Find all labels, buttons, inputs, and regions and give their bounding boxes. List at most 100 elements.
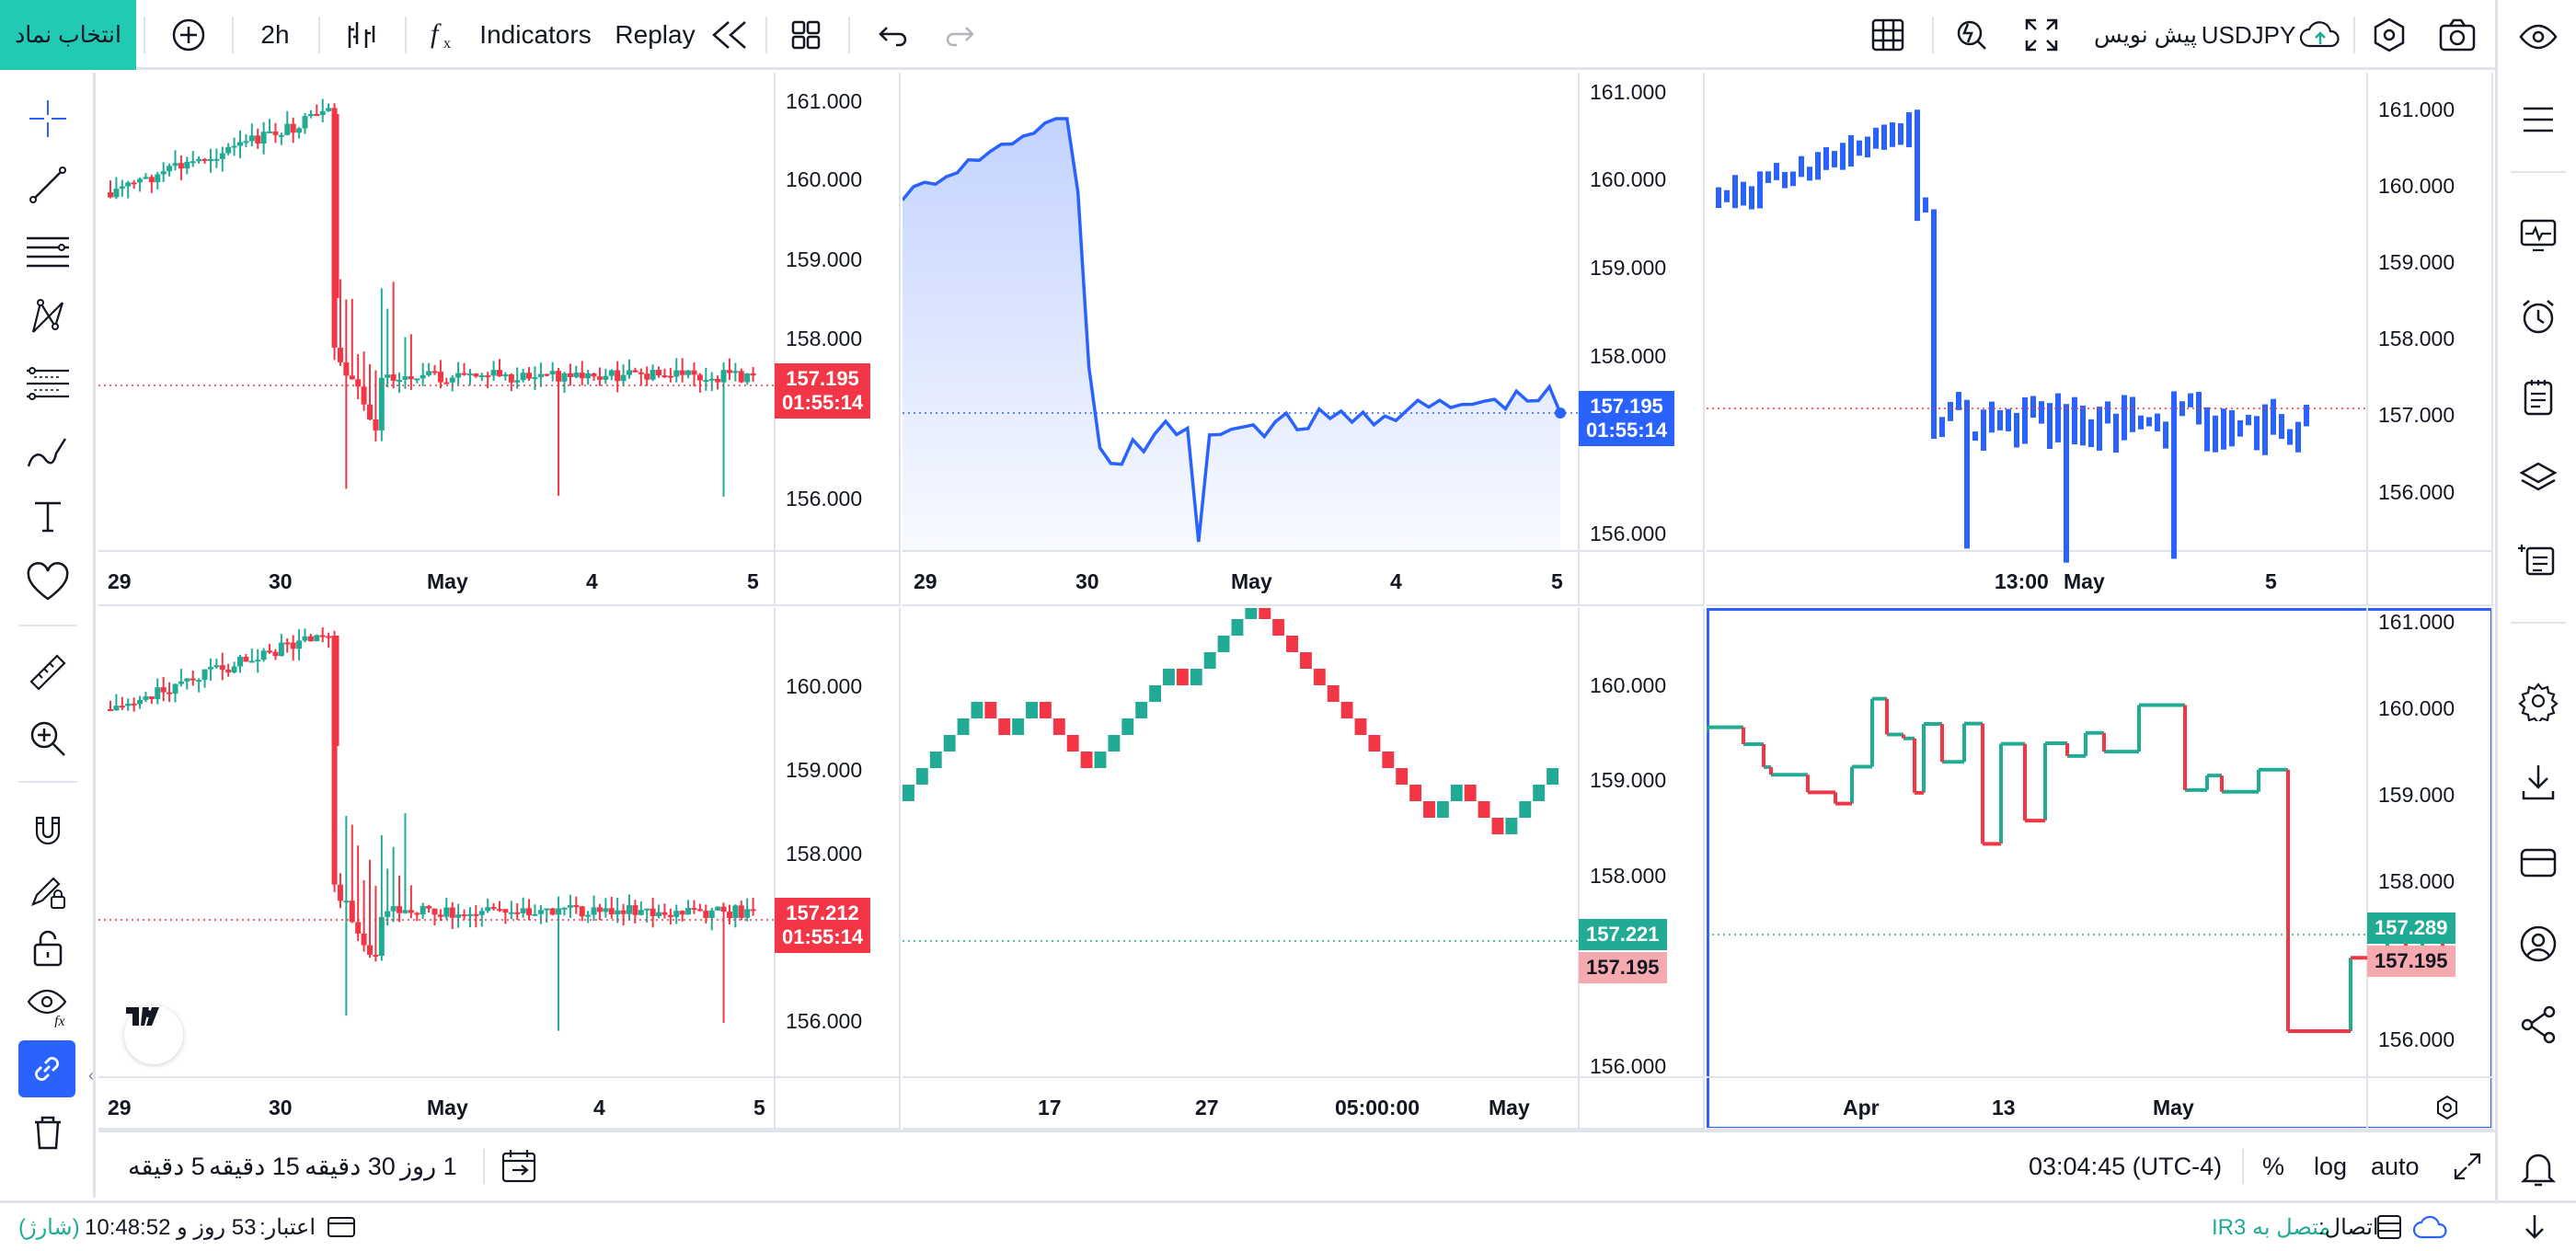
user-profile-icon[interactable] xyxy=(2511,916,2566,971)
fib-retracement-icon[interactable] xyxy=(18,356,77,411)
interval-button[interactable]: 2h xyxy=(260,20,290,49)
auto-toggle[interactable]: auto xyxy=(2371,1152,2420,1180)
range-30m[interactable]: 30 دقیقه xyxy=(305,1152,396,1180)
range-15m[interactable]: 15 دقیقه xyxy=(209,1152,300,1180)
last-price-tag: 157.289 xyxy=(2367,912,2455,944)
log-toggle[interactable]: log xyxy=(2314,1152,2348,1180)
trend-line-icon[interactable] xyxy=(18,157,77,212)
zoom-in-icon[interactable] xyxy=(18,711,77,766)
goto-date-icon[interactable] xyxy=(500,1132,540,1200)
heart-icon[interactable] xyxy=(18,555,77,610)
crosshair-icon[interactable] xyxy=(18,91,77,146)
collapse-toolbar-icon[interactable]: ‹ xyxy=(88,1066,94,1085)
expand-icon[interactable] xyxy=(2452,1132,2483,1200)
renko-brick xyxy=(1163,669,1175,685)
price-bar xyxy=(2014,412,2019,448)
renko-brick xyxy=(1149,685,1162,702)
alarm-clock-icon[interactable] xyxy=(2511,289,2566,344)
indicators-button[interactable]: Indicators xyxy=(479,20,592,49)
candle-body xyxy=(556,371,562,382)
unlock-icon[interactable] xyxy=(18,921,77,976)
add-note-icon[interactable] xyxy=(2511,532,2566,587)
redo-icon[interactable] xyxy=(937,0,984,70)
sync-drawings-link-icon[interactable] xyxy=(18,1040,75,1097)
menu-icon[interactable] xyxy=(2511,92,2566,147)
horizontal-lines-icon[interactable] xyxy=(18,224,77,279)
credit-charge-link[interactable]: (شارژ) xyxy=(18,1214,80,1240)
renko-brick xyxy=(1478,801,1490,818)
candle-body xyxy=(337,347,343,362)
kagi-down-line xyxy=(1742,698,2444,1033)
ruler-icon[interactable] xyxy=(18,645,77,700)
chart-pane-2[interactable]: 161.000 160.000 159.000 158.000 156.000 29 30 M… xyxy=(903,73,1705,606)
lock-drawing-icon[interactable] xyxy=(18,864,77,919)
candle-body xyxy=(108,192,113,198)
undo-icon[interactable] xyxy=(868,0,916,70)
brush-icon[interactable] xyxy=(18,422,77,477)
candle-body xyxy=(744,909,751,918)
candle-body xyxy=(579,906,585,917)
candle-body xyxy=(537,910,544,914)
chart-pane-6[interactable]: 161.000 160.000 159.000 158.000 156.000 Apr 13… xyxy=(1707,608,2493,1130)
range-5m[interactable]: 5 دقیقه xyxy=(128,1152,205,1180)
price-bar xyxy=(1906,112,1912,148)
hide-drawings-icon[interactable]: fx xyxy=(18,978,77,1033)
candle-body xyxy=(520,908,526,913)
share-icon[interactable] xyxy=(2511,997,2566,1052)
price-bar xyxy=(2080,405,2086,446)
add-symbol-icon[interactable] xyxy=(164,0,213,70)
chart-pane-1[interactable]: 161.000 160.000 159.000 158.000 156.000 29 30 M… xyxy=(98,73,901,606)
replay-button[interactable]: Replay xyxy=(615,20,696,49)
watchlist-eye-icon[interactable] xyxy=(2511,9,2566,64)
timezone-clock[interactable]: 03:04:45 (UTC-4) xyxy=(2029,1152,2223,1180)
pane-settings-icon[interactable] xyxy=(2433,1094,2461,1121)
notification-bell-icon[interactable] xyxy=(2511,1141,2566,1196)
candle-body xyxy=(750,373,756,376)
chart-type-icon[interactable] xyxy=(335,0,386,70)
cloud-save-icon[interactable] xyxy=(2293,0,2348,70)
candle-body xyxy=(225,669,232,673)
renko-brick xyxy=(1491,818,1504,834)
card-payment-icon[interactable] xyxy=(2511,835,2566,890)
chart-pane-4[interactable]: 160.000 159.000 158.000 156.000 29 30 May 4 5 157… xyxy=(98,608,901,1130)
fullscreen-icon[interactable] xyxy=(2015,0,2068,70)
candle-body xyxy=(490,370,497,376)
chart-pane-3[interactable]: 161.000 160.000 159.000 158.000 157.000 156.0… xyxy=(1707,73,2493,606)
pattern-icon[interactable] xyxy=(18,290,77,345)
download-icon[interactable] xyxy=(2511,754,2566,809)
price-bar xyxy=(2047,403,2053,450)
settings-gear-icon[interactable] xyxy=(2511,673,2566,729)
settings-hexagon-icon[interactable] xyxy=(2363,0,2416,70)
replay-rewind-icon[interactable] xyxy=(703,0,758,70)
price-bar xyxy=(1981,409,1986,452)
candle-body xyxy=(466,373,473,376)
notes-icon[interactable] xyxy=(2511,370,2566,425)
snapshot-camera-icon[interactable] xyxy=(2431,0,2484,70)
symbol-name[interactable]: USDJPY xyxy=(2201,20,2296,49)
renko-brick xyxy=(1039,702,1052,718)
text-tool-icon[interactable] xyxy=(18,488,77,544)
chart-pane-5[interactable]: 160.000 159.000 158.000 156.000 17 27 05:00:00… xyxy=(903,608,1705,1130)
monitor-pulse-icon[interactable] xyxy=(2511,208,2566,263)
layout-icon[interactable] xyxy=(782,0,830,70)
layers-icon[interactable] xyxy=(2511,451,2566,506)
renko-brick xyxy=(1259,608,1271,619)
price-bar xyxy=(1898,123,1903,145)
price-axis-label: 156.000 xyxy=(786,1009,863,1033)
delete-trash-icon[interactable] xyxy=(18,1110,77,1153)
quick-search-icon[interactable] xyxy=(1945,0,1998,70)
price-bar xyxy=(2163,421,2168,449)
scroll-down-arrow-icon[interactable] xyxy=(2521,1203,2548,1251)
candle-body xyxy=(160,687,167,693)
range-1d[interactable]: 1 روز xyxy=(400,1152,457,1180)
price-bar xyxy=(2072,396,2077,445)
select-symbol-button[interactable]: انتخاب نماد xyxy=(0,0,136,70)
time-axis-label: 30 xyxy=(269,569,293,593)
multi-layout-icon[interactable] xyxy=(1862,0,1914,70)
percent-toggle[interactable]: % xyxy=(2262,1152,2285,1180)
candle-body xyxy=(526,373,533,379)
tradingview-logo-icon[interactable] xyxy=(124,1005,183,1064)
magnet-icon[interactable] xyxy=(18,805,77,860)
